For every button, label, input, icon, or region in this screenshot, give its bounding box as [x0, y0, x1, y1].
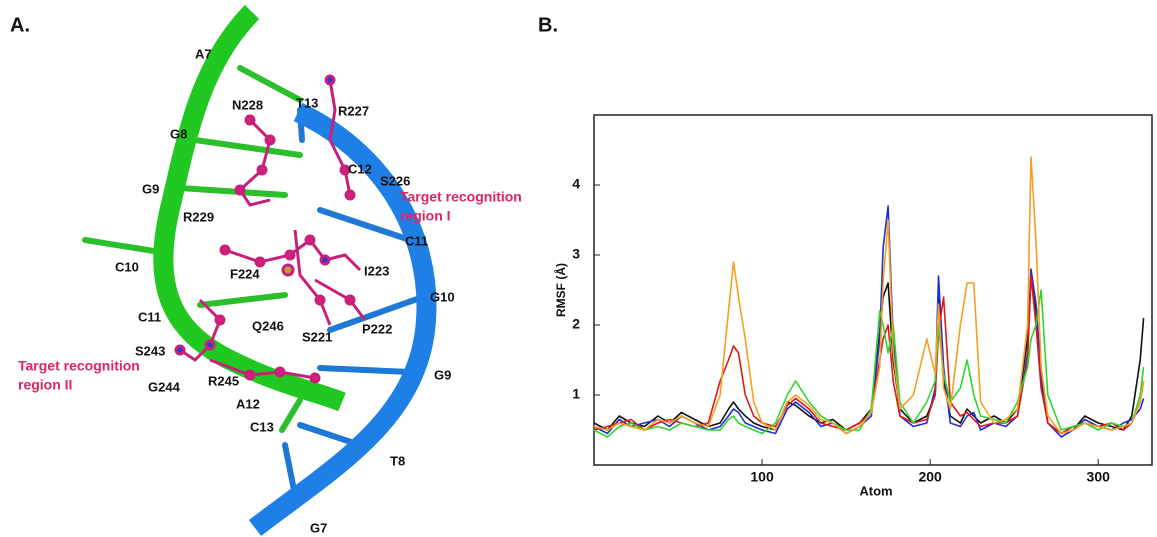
- base-label: C10: [115, 259, 139, 274]
- panel-label: A.: [10, 14, 30, 36]
- x-tick-label: 300: [1087, 469, 1111, 485]
- x-tick-label: 100: [750, 469, 774, 485]
- x-axis-label: Atom: [859, 483, 892, 498]
- residue-label: P222: [362, 321, 392, 336]
- rmsf-line: [593, 289, 1145, 438]
- region-label: region I: [400, 208, 451, 224]
- region-label: region II: [18, 377, 72, 393]
- residue-label: S243: [135, 343, 165, 358]
- residue-label: N228: [232, 97, 263, 112]
- y-tick-label: 2: [572, 316, 580, 332]
- structure-panel: A.: [10, 5, 522, 536]
- residues: [174, 74, 367, 384]
- strand-ribbon: [248, 102, 437, 536]
- region-label: Target recognition: [18, 358, 140, 374]
- residue-label: S226: [380, 173, 410, 188]
- residue-label: F224: [230, 266, 260, 281]
- residue-label: R229: [183, 209, 214, 224]
- base-label: C11: [138, 309, 161, 324]
- y-tick-label: 4: [572, 176, 580, 192]
- rmsf-line: [593, 275, 1145, 435]
- residue-label: I223: [364, 263, 389, 278]
- y-tick-label: 3: [572, 246, 580, 262]
- base-label: A7: [195, 46, 212, 61]
- base-label: G9: [434, 367, 451, 382]
- residue-label: G244: [148, 379, 181, 394]
- base-label: G7: [310, 520, 327, 535]
- residue-label: R227: [338, 103, 369, 118]
- base-label: T13: [296, 95, 318, 110]
- base-label: C12: [348, 161, 372, 176]
- rmsf-line: [593, 205, 1145, 438]
- residue-label: S221: [302, 329, 332, 344]
- plot-frame: [593, 114, 1153, 466]
- y-axis-label: RMSF (Å): [553, 263, 568, 317]
- base-label: G10: [430, 289, 455, 304]
- rmsf-line: [593, 156, 1145, 435]
- region-label: Target recognition: [400, 189, 522, 205]
- base-label: G9: [142, 181, 159, 196]
- base-label: G8: [170, 126, 187, 141]
- rmsf-line: [593, 275, 1145, 435]
- base-label: A12: [236, 396, 260, 411]
- base-label: C13: [250, 419, 274, 434]
- residue-label: R245: [208, 373, 239, 388]
- panel-label: B.: [538, 14, 558, 36]
- base-label: T8: [390, 453, 405, 468]
- x-tick-label: 200: [918, 469, 942, 485]
- rmsf-chart: B. Atom RMSF (Å) 100 200 300 1 2 3 4: [538, 14, 1153, 498]
- residue-label: Q246: [252, 318, 284, 333]
- y-tick-label: 1: [572, 386, 580, 402]
- strand-ribbon: [153, 5, 346, 412]
- base-label: C11: [405, 233, 428, 248]
